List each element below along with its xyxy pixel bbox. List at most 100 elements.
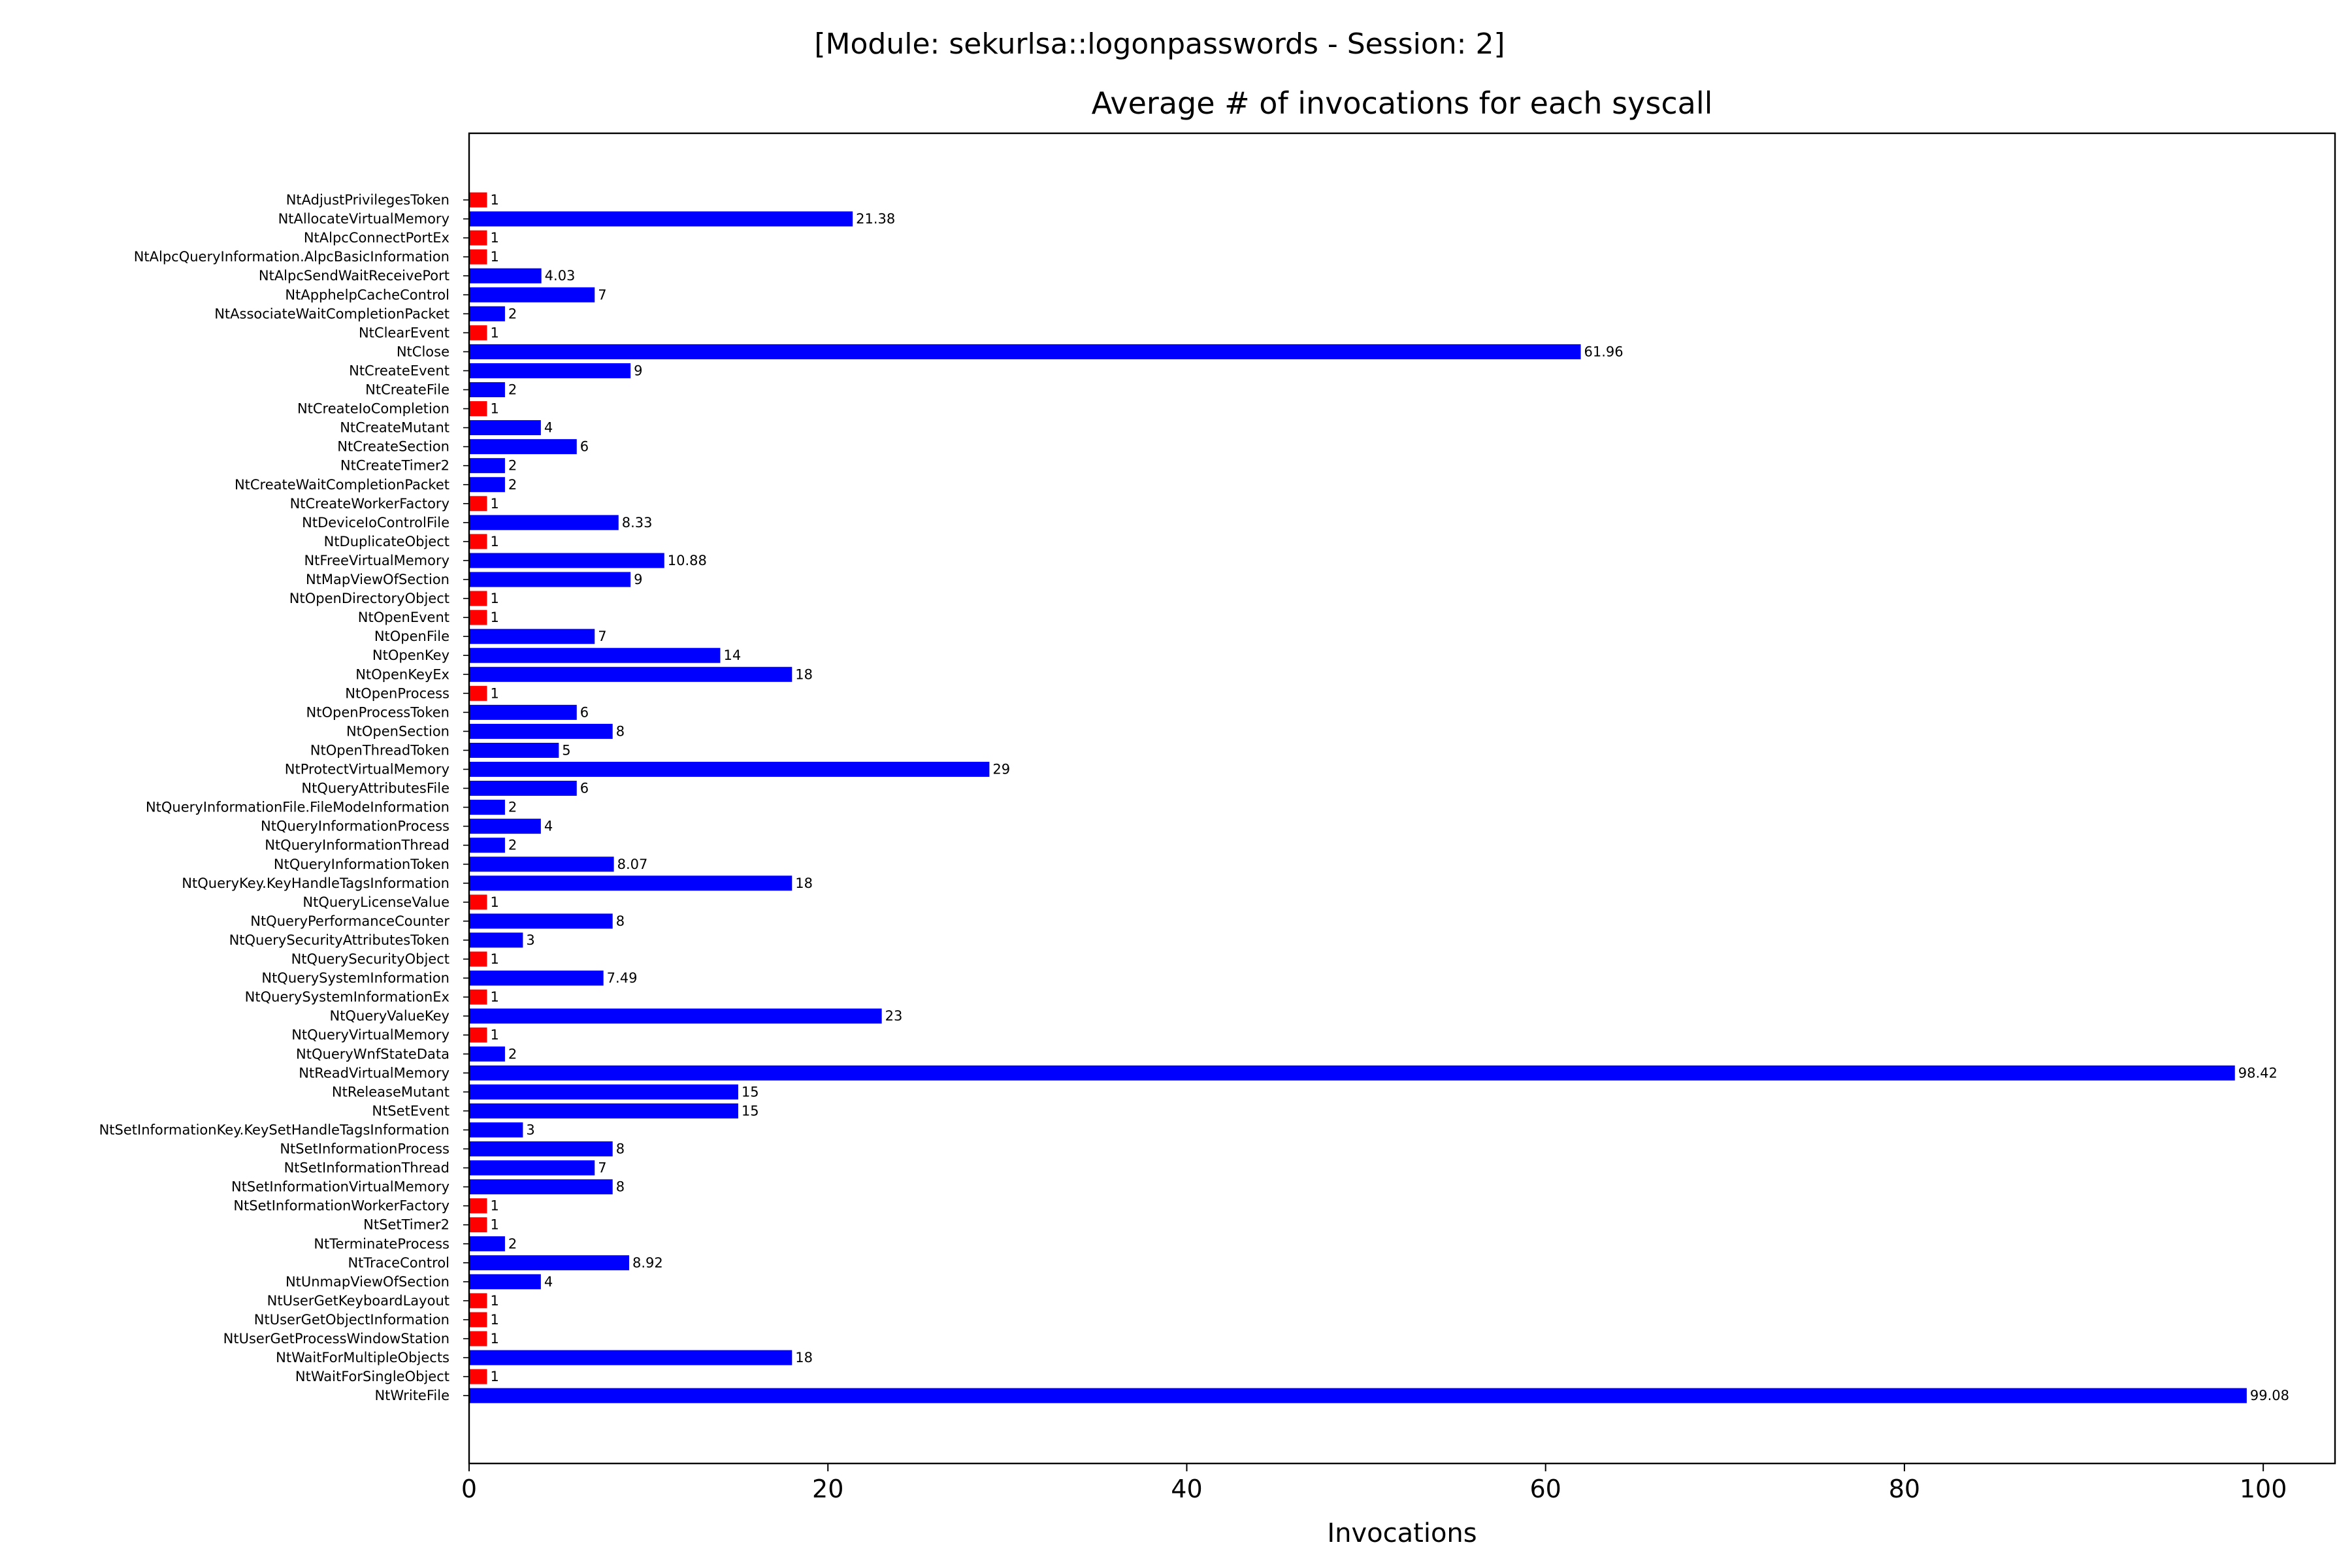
y-tick-label: NtQueryInformationProcess: [261, 819, 449, 834]
y-tick-label: NtSetTimer2: [363, 1217, 449, 1233]
x-tick-label: 100: [2240, 1475, 2287, 1503]
y-tick-label: NtOpenProcessToken: [306, 704, 449, 720]
y-tick-label: NtCreateTimer2: [340, 458, 449, 474]
y-tick-label: NtCreateMutant: [340, 420, 449, 436]
y-tick-label: NtQueryInformationThread: [265, 838, 449, 853]
x-tick-label: 80: [1889, 1475, 1920, 1503]
data-label: 4: [544, 420, 553, 436]
bar: [469, 1065, 2235, 1081]
bar: [469, 781, 577, 796]
data-label: 3: [526, 932, 534, 948]
y-tick-label: NtAssociateWaitCompletionPacket: [214, 306, 449, 321]
bar: [469, 1008, 882, 1024]
bar: [469, 894, 487, 910]
bar: [469, 496, 487, 512]
data-label: 1: [490, 951, 498, 967]
bar: [469, 1331, 487, 1347]
data-label: 1: [490, 989, 498, 1005]
bar: [469, 1198, 487, 1214]
bar: [469, 970, 604, 986]
y-tick-label: NtReleaseMutant: [332, 1084, 449, 1100]
data-label: 98.42: [2238, 1065, 2278, 1081]
y-tick-label: NtCreateWaitCompletionPacket: [235, 477, 449, 493]
data-label: 5: [562, 742, 570, 758]
y-tick-label: NtDeviceIoControlFile: [302, 515, 449, 531]
y-tick-label: NtAlpcQueryInformation.AlpcBasicInformat…: [134, 249, 449, 265]
bar: [469, 913, 613, 929]
y-tick-label: NtQueryInformationFile.FileModeInformati…: [146, 800, 449, 815]
y-tick-label: NtAllocateVirtualMemory: [278, 211, 449, 227]
data-label: 6: [580, 704, 589, 720]
bar: [469, 192, 487, 208]
data-label: 2: [508, 306, 517, 321]
data-label: 1: [490, 534, 498, 549]
x-axis-label: Invocations: [1327, 1518, 1477, 1548]
data-label: 9: [634, 572, 642, 587]
bar: [469, 875, 792, 891]
y-tick-label: NtApphelpCacheControl: [285, 287, 449, 302]
y-tick-label: NtQuerySystemInformation: [261, 970, 449, 986]
y-tick-label: NtOpenFile: [374, 629, 449, 644]
y-tick-label: NtCreateSection: [337, 439, 449, 455]
y-tick-label: NtWaitForSingleObject: [295, 1369, 449, 1384]
bar: [469, 439, 577, 455]
data-label: 1: [490, 610, 498, 625]
x-tick-label: 40: [1171, 1475, 1202, 1503]
data-label: 1: [490, 325, 498, 340]
bar: [469, 230, 487, 246]
bar: [469, 249, 487, 265]
bar: [469, 1179, 613, 1195]
y-tick-label: NtTerminateProcess: [314, 1236, 449, 1252]
data-label: 2: [508, 382, 517, 398]
data-label: 1: [490, 685, 498, 701]
y-tick-label: NtTraceControl: [348, 1255, 449, 1271]
x-tick-label: 0: [461, 1475, 477, 1503]
bar: [469, 458, 505, 474]
data-label: 4: [544, 819, 553, 834]
data-label: 18: [795, 875, 813, 891]
y-tick-label: NtWriteFile: [374, 1388, 449, 1403]
plot-frame: [468, 132, 2336, 1465]
data-label: 1: [490, 192, 498, 208]
bar: [469, 1274, 541, 1290]
y-tick-label: NtCreateFile: [365, 382, 449, 398]
y-tick-label: NtAlpcSendWaitReceivePort: [259, 268, 449, 284]
y-tick-label: NtQueryPerformanceCounter: [250, 913, 449, 929]
data-label: 1: [490, 1331, 498, 1347]
data-label: 8: [616, 723, 625, 739]
bar: [469, 951, 487, 967]
data-label: 8: [616, 1179, 625, 1195]
y-tick-label: NtWaitForMultipleObjects: [276, 1350, 449, 1365]
y-tick-label: NtOpenKey: [372, 647, 449, 663]
y-tick-label: NtUserGetProcessWindowStation: [223, 1331, 449, 1347]
data-label: 1: [490, 401, 498, 417]
y-tick-label: NtSetInformationWorkerFactory: [233, 1198, 449, 1214]
data-label: 7: [598, 629, 606, 644]
data-label: 8: [616, 1141, 625, 1157]
bar: [469, 211, 853, 227]
data-label: 2: [508, 477, 517, 493]
data-label: 4.03: [545, 268, 576, 284]
bar: [469, 762, 990, 777]
y-tick-label: NtSetEvent: [372, 1103, 449, 1119]
bar: [469, 1293, 487, 1309]
data-label: 1: [490, 1198, 498, 1214]
data-label: 99.08: [2250, 1388, 2289, 1403]
bar: [469, 723, 613, 739]
bar: [469, 401, 487, 417]
y-tick-label: NtQueryAttributesFile: [301, 781, 449, 796]
y-tick-label: NtOpenEvent: [358, 610, 449, 625]
data-label: 8: [616, 913, 625, 929]
bar: [469, 1236, 505, 1252]
y-tick-label: NtOpenThreadToken: [310, 742, 449, 758]
data-label: 29: [992, 762, 1010, 777]
bar: [469, 515, 619, 531]
y-tick-label: NtOpenProcess: [345, 685, 449, 701]
y-tick-label: NtFreeVirtualMemory: [304, 553, 449, 568]
bar: [469, 647, 721, 663]
data-label: 1: [490, 1369, 498, 1384]
data-label: 18: [795, 666, 813, 682]
bar: [469, 572, 631, 587]
data-label: 1: [490, 1027, 498, 1043]
data-label: 18: [795, 1350, 813, 1365]
